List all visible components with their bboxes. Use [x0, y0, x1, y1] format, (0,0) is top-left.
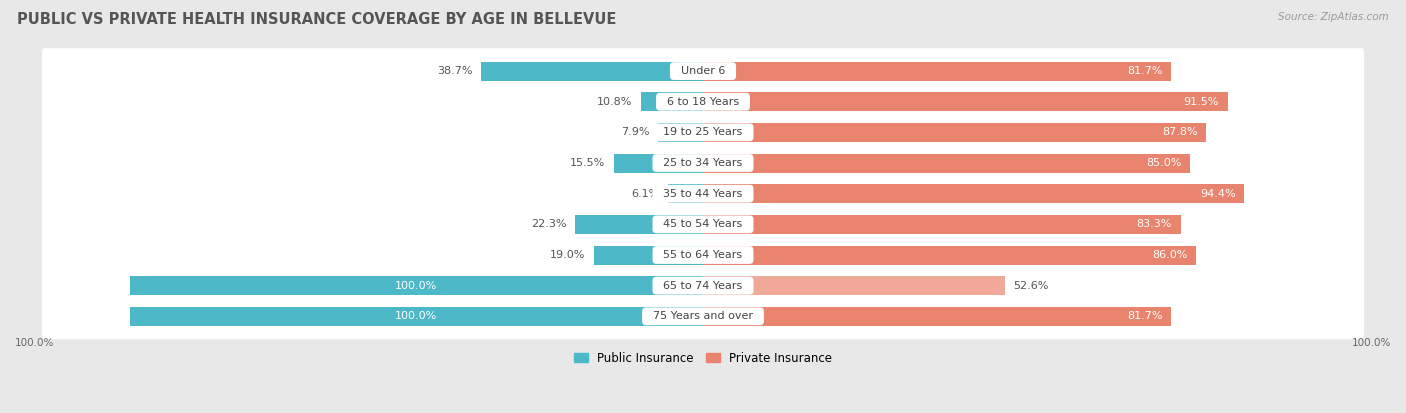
- FancyBboxPatch shape: [42, 294, 1364, 339]
- Bar: [481, 62, 703, 81]
- Text: 6.1%: 6.1%: [631, 189, 659, 199]
- Text: 45 to 54 Years: 45 to 54 Years: [657, 219, 749, 229]
- Bar: [703, 154, 1191, 173]
- Text: 55 to 64 Years: 55 to 64 Years: [657, 250, 749, 260]
- Text: 22.3%: 22.3%: [531, 219, 567, 229]
- Bar: [595, 245, 703, 264]
- Bar: [703, 276, 1004, 295]
- FancyBboxPatch shape: [42, 48, 1364, 94]
- Bar: [703, 215, 1181, 234]
- Bar: [668, 184, 703, 203]
- Bar: [129, 276, 703, 295]
- Text: 7.9%: 7.9%: [620, 127, 650, 138]
- Bar: [129, 307, 703, 326]
- Bar: [703, 92, 1227, 111]
- Legend: Public Insurance, Private Insurance: Public Insurance, Private Insurance: [569, 347, 837, 369]
- Text: 83.3%: 83.3%: [1136, 219, 1173, 229]
- Text: 85.0%: 85.0%: [1146, 158, 1181, 168]
- Text: 81.7%: 81.7%: [1128, 311, 1163, 321]
- Text: 35 to 44 Years: 35 to 44 Years: [657, 189, 749, 199]
- Text: 25 to 34 Years: 25 to 34 Years: [657, 158, 749, 168]
- FancyBboxPatch shape: [42, 232, 1364, 278]
- Bar: [703, 184, 1244, 203]
- FancyBboxPatch shape: [42, 109, 1364, 155]
- Text: 81.7%: 81.7%: [1128, 66, 1163, 76]
- Bar: [703, 123, 1206, 142]
- Bar: [614, 154, 703, 173]
- Text: 87.8%: 87.8%: [1163, 127, 1198, 138]
- Bar: [575, 215, 703, 234]
- Text: 38.7%: 38.7%: [437, 66, 472, 76]
- Text: 100.0%: 100.0%: [1351, 338, 1391, 348]
- FancyBboxPatch shape: [42, 79, 1364, 125]
- Text: Under 6: Under 6: [673, 66, 733, 76]
- Text: 94.4%: 94.4%: [1199, 189, 1236, 199]
- FancyBboxPatch shape: [42, 140, 1364, 186]
- Bar: [703, 62, 1171, 81]
- Text: 19 to 25 Years: 19 to 25 Years: [657, 127, 749, 138]
- Text: 100.0%: 100.0%: [395, 281, 437, 291]
- Text: 10.8%: 10.8%: [598, 97, 633, 107]
- Bar: [703, 307, 1171, 326]
- Text: 6 to 18 Years: 6 to 18 Years: [659, 97, 747, 107]
- Text: 15.5%: 15.5%: [571, 158, 606, 168]
- Text: Source: ZipAtlas.com: Source: ZipAtlas.com: [1278, 12, 1389, 22]
- Text: 86.0%: 86.0%: [1152, 250, 1188, 260]
- Bar: [641, 92, 703, 111]
- Text: 100.0%: 100.0%: [15, 338, 55, 348]
- FancyBboxPatch shape: [42, 263, 1364, 309]
- Bar: [658, 123, 703, 142]
- Text: 19.0%: 19.0%: [550, 250, 585, 260]
- FancyBboxPatch shape: [42, 202, 1364, 247]
- Text: 91.5%: 91.5%: [1184, 97, 1219, 107]
- Text: 75 Years and over: 75 Years and over: [645, 311, 761, 321]
- Text: 65 to 74 Years: 65 to 74 Years: [657, 281, 749, 291]
- Text: PUBLIC VS PRIVATE HEALTH INSURANCE COVERAGE BY AGE IN BELLEVUE: PUBLIC VS PRIVATE HEALTH INSURANCE COVER…: [17, 12, 616, 27]
- FancyBboxPatch shape: [42, 171, 1364, 216]
- Text: 52.6%: 52.6%: [1014, 281, 1049, 291]
- Bar: [703, 245, 1197, 264]
- Text: 100.0%: 100.0%: [395, 311, 437, 321]
